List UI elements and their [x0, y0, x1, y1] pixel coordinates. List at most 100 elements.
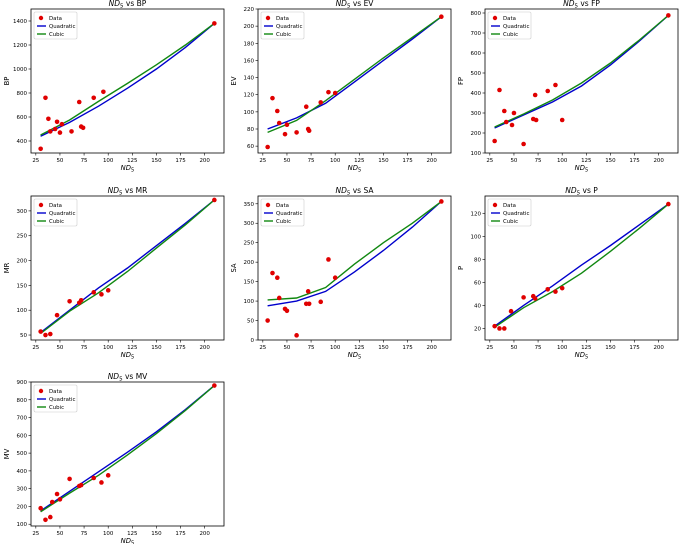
x-tick-label: 75 — [81, 158, 88, 164]
data-point — [38, 329, 43, 334]
cubic-line — [494, 14, 669, 128]
chart-title: ND5 vs EV — [336, 0, 375, 10]
x-tick-label: 50 — [283, 345, 290, 351]
legend-box — [487, 198, 532, 227]
x-tick-label: 75 — [308, 158, 315, 164]
data-point — [439, 14, 444, 20]
x-tick-label: 175 — [629, 158, 640, 164]
x-tick-label: 175 — [402, 345, 413, 351]
y-tick-label: 120 — [471, 211, 482, 217]
data-point — [332, 90, 338, 96]
data-point — [294, 333, 299, 338]
x-tick-label: 150 — [378, 158, 389, 164]
cubic-line — [40, 385, 215, 513]
y-tick-label: 80 — [247, 127, 254, 133]
data-point — [67, 298, 72, 304]
data-point — [46, 116, 51, 122]
legend-label-quadratic: Quadratic — [276, 24, 303, 30]
x-tick-label: 75 — [81, 531, 88, 537]
data-point — [270, 270, 275, 276]
y-axis-label: BP — [3, 77, 11, 86]
legend: Data Quadratic Cubic — [33, 384, 78, 413]
y-axis-label: MR — [3, 262, 11, 273]
legend-box — [33, 11, 78, 40]
legend-label-cubic: Cubic — [49, 219, 64, 225]
data-point — [38, 505, 43, 511]
data-point — [76, 99, 82, 105]
data-point — [101, 89, 106, 95]
y-tick-label: 100 — [244, 299, 255, 305]
data-point — [326, 89, 331, 95]
y-tick-label: 800 — [17, 91, 28, 97]
y-tick-label: 700 — [17, 416, 28, 422]
data-point — [533, 117, 539, 123]
quadratic-line — [267, 16, 442, 130]
data-point — [545, 88, 551, 94]
data-point — [509, 122, 515, 128]
y-tick-label: 0 — [251, 338, 255, 344]
x-tick-label: 25 — [32, 345, 39, 351]
legend: Data Quadratic Cubic — [487, 198, 532, 227]
chart-title: ND5 vs FP — [563, 0, 600, 10]
y-axis-label: EV — [230, 76, 238, 85]
x-tick-label: 50 — [56, 345, 63, 351]
legend-label-cubic: Cubic — [276, 219, 291, 225]
x-tick-label: 100 — [103, 345, 114, 351]
y-tick-label: 300 — [17, 487, 28, 493]
x-tick-label: 200 — [653, 345, 664, 351]
legend-swatch-data — [38, 202, 44, 208]
cubic-line — [40, 22, 215, 136]
data-point — [303, 104, 309, 110]
y-tick-label: 100 — [244, 110, 255, 116]
data-point — [105, 288, 111, 293]
x-axis-label: ND5 — [348, 164, 362, 174]
data-point — [57, 497, 63, 502]
y-tick-label: 250 — [244, 241, 255, 247]
data-point — [265, 144, 270, 150]
quadratic-line — [267, 200, 442, 307]
data-point — [521, 295, 526, 300]
y-axis-label: P — [457, 266, 465, 270]
legend-box — [33, 384, 78, 413]
y-tick-label: 400 — [17, 139, 28, 145]
data-point — [306, 301, 312, 307]
data-point — [276, 120, 282, 126]
y-tick-label: 50 — [247, 319, 254, 325]
data-point — [492, 138, 497, 144]
legend-label-data: Data — [276, 203, 289, 209]
data-point — [52, 126, 58, 132]
cubic-line — [40, 199, 215, 335]
chart-panel-bp: ND5 vs BP 25 50 75 100 125 150 175 200 400 600 800 1… — [3, 0, 225, 174]
x-tick-label: 125 — [127, 531, 138, 537]
data-point — [99, 480, 104, 485]
data-point — [284, 308, 290, 314]
x-tick-label: 125 — [354, 345, 365, 351]
quadratic-line — [40, 199, 215, 334]
data-point — [54, 119, 60, 125]
legend-box — [33, 198, 78, 227]
chart-panel-ev: ND5 vs EV 25 50 75 100 125 150 175 200 60 80 100 120… — [230, 0, 452, 174]
data-point — [49, 499, 55, 505]
legend-box — [260, 198, 305, 227]
y-tick-label: 500 — [17, 451, 28, 457]
data-point — [318, 100, 324, 105]
data-point — [318, 299, 324, 305]
cubic-line — [267, 16, 442, 134]
y-tick-label: 150 — [17, 283, 28, 289]
legend-label-data: Data — [49, 203, 62, 209]
legend-label-data: Data — [503, 203, 516, 209]
y-tick-label: 400 — [17, 469, 28, 475]
cubic-line — [494, 203, 669, 328]
data-point — [48, 129, 53, 134]
data-point — [38, 146, 43, 152]
x-tick-label: 25 — [32, 531, 39, 537]
y-tick-label: 60 — [474, 280, 481, 286]
x-tick-label: 200 — [426, 345, 437, 351]
y-tick-label: 80 — [474, 257, 481, 263]
data-point — [502, 108, 507, 114]
legend-swatch-data — [38, 15, 44, 21]
data-point — [78, 297, 84, 303]
x-tick-label: 175 — [402, 158, 413, 164]
data-point — [69, 129, 74, 134]
